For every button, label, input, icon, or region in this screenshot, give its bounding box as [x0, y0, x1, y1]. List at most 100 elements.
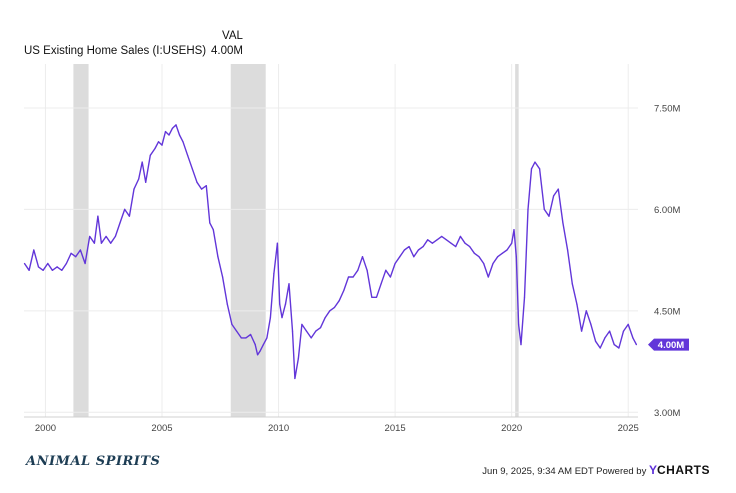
data-point: [576, 303, 578, 305]
data-point: [513, 229, 515, 231]
data-point: [310, 337, 312, 339]
data-point: [175, 124, 177, 126]
data-point: [37, 266, 40, 268]
data-point: [315, 330, 317, 332]
series-line: [23, 124, 638, 380]
data-point: [235, 330, 238, 332]
data-point: [585, 310, 587, 312]
ycharts-logo-mark: Y: [648, 463, 657, 477]
data-point: [413, 256, 415, 258]
data-point: [385, 269, 387, 271]
data-point: [371, 296, 373, 298]
data-point: [487, 276, 489, 278]
data-point: [580, 330, 583, 332]
y-axis-ticks: 3.00M 4.50M 6.00M 7.50M: [654, 103, 680, 418]
data-point: [262, 344, 264, 346]
data-point: [301, 323, 303, 325]
data-point: [209, 222, 211, 224]
data-point: [338, 300, 340, 302]
data-point: [518, 323, 520, 325]
data-point: [281, 316, 283, 319]
data-point: [455, 245, 457, 248]
data-point: [530, 168, 533, 170]
data-point: [403, 249, 406, 251]
data-point: [259, 350, 261, 353]
data-point: [324, 316, 326, 319]
data-point: [105, 235, 107, 238]
data-point: [182, 141, 184, 143]
data-point: [273, 273, 275, 275]
series-layer: [23, 124, 638, 380]
data-point: [469, 245, 471, 248]
data-point: [431, 242, 434, 244]
recession-shading-layer: [73, 64, 519, 417]
data-point: [187, 154, 189, 156]
data-point: [305, 330, 308, 332]
data-point: [511, 242, 513, 244]
data-point: [343, 289, 345, 292]
data-point: [128, 215, 130, 217]
legend-series-name[interactable]: US Existing Home Sales (I:USEHS): [24, 45, 207, 57]
data-point: [319, 327, 322, 329]
data-point: [56, 266, 58, 268]
data-point: [157, 141, 160, 143]
data-point: [245, 337, 247, 339]
data-point: [51, 269, 54, 271]
data-point: [97, 215, 99, 217]
data-point: [93, 242, 95, 244]
data-point: [256, 354, 259, 356]
data-point: [276, 242, 278, 244]
data-point: [201, 188, 203, 190]
data-point: [618, 347, 620, 349]
last-value-badge: [648, 338, 689, 351]
data-point: [164, 131, 167, 133]
data-point: [562, 222, 564, 224]
data-point: [594, 340, 597, 342]
data-point: [361, 256, 364, 258]
data-point: [523, 296, 526, 298]
data-point: [622, 330, 625, 332]
data-point: [266, 337, 268, 339]
data-point: [196, 181, 198, 183]
data-point: [389, 276, 392, 278]
data-point: [79, 249, 82, 251]
x-tick-label: 2005: [151, 423, 172, 434]
data-point: [288, 283, 290, 285]
data-point: [217, 256, 219, 258]
data-point: [548, 215, 550, 217]
data-point: [464, 242, 466, 244]
data-point: [100, 242, 102, 244]
data-point: [33, 249, 35, 251]
data-point: [445, 239, 447, 241]
x-tick-label: 2000: [35, 423, 56, 434]
data-point: [145, 181, 147, 183]
footer-attribution: Jun 9, 2025, 9:34 AM EDT Powered by YCHA…: [482, 463, 710, 477]
data-point: [110, 242, 112, 244]
ycharts-logo-text: CHARTS: [657, 463, 710, 477]
recession-band: [230, 64, 266, 417]
data-point: [608, 330, 611, 332]
data-point: [483, 262, 485, 265]
data-point: [149, 154, 151, 156]
data-point: [133, 188, 135, 190]
data-point: [492, 262, 494, 265]
data-point: [240, 337, 242, 339]
data-point: [84, 262, 86, 265]
animal-spirits-logo: ANIMAL SPIRITS: [26, 454, 161, 469]
data-point: [65, 262, 68, 265]
data-point: [347, 276, 350, 278]
data-point: [23, 262, 26, 265]
data-point: [75, 256, 77, 258]
data-point: [567, 249, 569, 251]
data-point: [497, 256, 499, 258]
data-point: [141, 161, 143, 163]
data-point: [269, 316, 271, 319]
data-point: [28, 269, 30, 271]
data-point: [571, 283, 573, 285]
data-point: [42, 269, 44, 271]
data-point: [553, 195, 555, 197]
data-point: [124, 208, 126, 210]
data-point: [394, 262, 396, 265]
